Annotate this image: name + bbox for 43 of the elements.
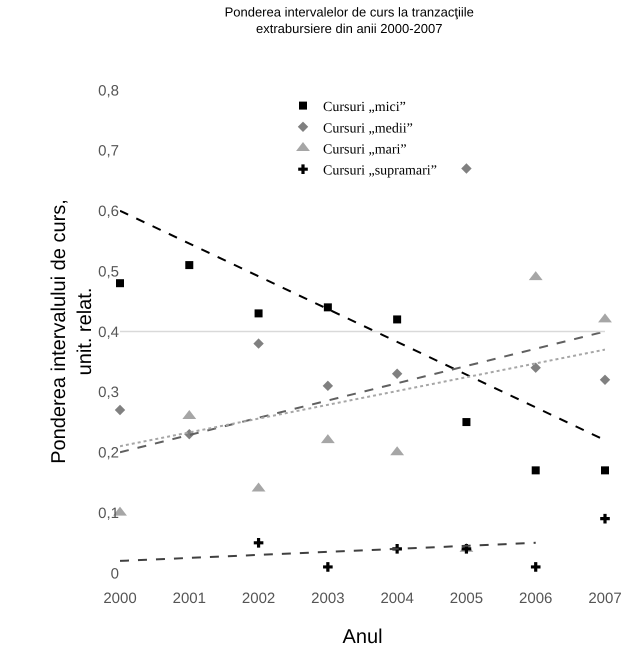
x-tick-label: 2002 <box>242 590 276 607</box>
x-tick-label: 2000 <box>103 590 137 607</box>
y-tick-label: 0,8 <box>98 82 119 100</box>
point <box>116 279 124 288</box>
legend-label: Cursuri „supramari” <box>323 164 437 179</box>
point <box>185 261 194 270</box>
point <box>601 466 609 474</box>
point <box>600 374 610 385</box>
chart-title: Ponderea intervalelor de curs la tranzacţiile extrabursiere din anii 2000-2007 <box>224 4 474 36</box>
x-tick-label: 2007 <box>588 590 622 607</box>
point <box>254 309 263 318</box>
point <box>600 514 610 524</box>
point <box>530 362 541 373</box>
y-tick-label: 0,2 <box>98 444 119 462</box>
x-tick-label: 2005 <box>450 590 484 607</box>
point <box>393 315 402 324</box>
x-tick-label: 2003 <box>311 590 345 607</box>
y-tick-label: 0,3 <box>98 384 119 402</box>
y-axis-title: Ponderea intervalului de curs, unit. relat. <box>48 199 96 464</box>
y-tick-label: 0 <box>110 565 119 582</box>
point <box>114 404 126 416</box>
point <box>323 562 333 572</box>
point <box>392 368 402 379</box>
legend-label: Cursuri „mici” <box>323 100 406 116</box>
y-tick-label: 0,7 <box>98 142 119 160</box>
y-tick-label: 0,5 <box>98 263 119 280</box>
point <box>253 338 264 349</box>
legend-label: Cursuri „mari” <box>323 142 407 158</box>
legend-label: Cursuri „medii” <box>323 121 413 136</box>
x-tick-label: 2001 <box>172 590 206 607</box>
x-tick-label: 2006 <box>519 590 552 607</box>
point <box>324 303 332 312</box>
x-tick-label: 2004 <box>380 590 414 607</box>
point <box>530 562 541 572</box>
y-tick-label: 0,6 <box>98 203 119 220</box>
point <box>322 380 334 392</box>
point <box>254 538 264 548</box>
x-axis-title: Anul <box>342 626 383 648</box>
point <box>461 163 472 174</box>
point <box>462 418 470 426</box>
point <box>532 466 540 474</box>
y-tick-label: 0,1 <box>98 504 119 522</box>
y-tick-label: 0,4 <box>98 324 119 341</box>
